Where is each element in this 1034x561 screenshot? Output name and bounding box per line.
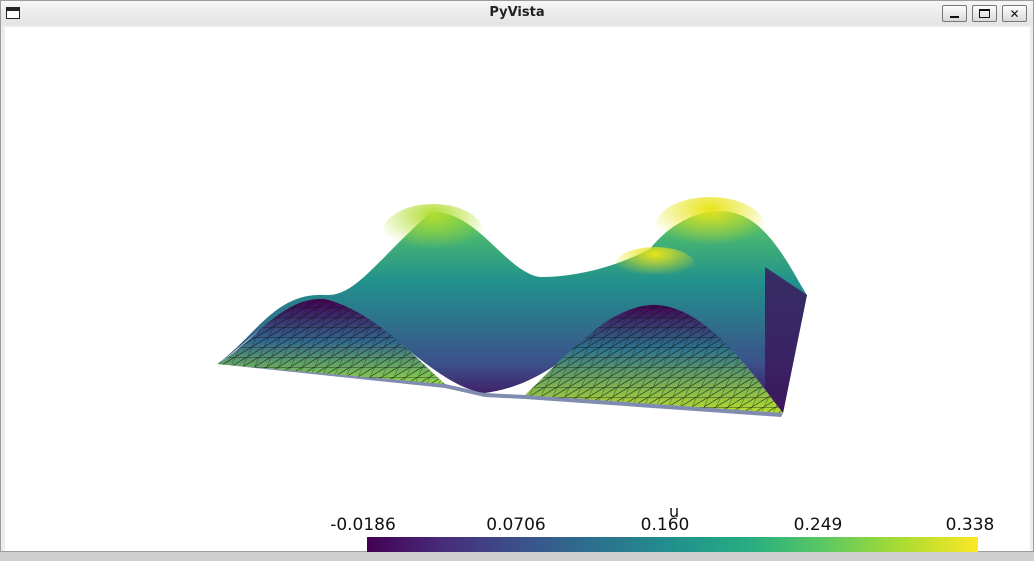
colorbar-label-0: -0.0186	[330, 515, 396, 535]
surface-right-edge	[765, 267, 807, 413]
colorbar	[367, 537, 978, 552]
surface-front-edge	[217, 364, 783, 417]
background-strip	[0, 552, 1034, 561]
peak-left-highlight	[383, 204, 483, 260]
peak-mid-highlight	[615, 247, 695, 283]
mesh-left-wireframe	[217, 298, 445, 384]
maximize-button[interactable]	[972, 5, 997, 22]
close-icon: ✕	[1009, 6, 1020, 21]
colorbar-label-1: 0.0706	[486, 515, 546, 535]
close-button[interactable]: ✕	[1002, 5, 1027, 22]
colorbar-label-2: 0.160	[640, 515, 690, 535]
title-bar[interactable]: PyVista ✕	[1, 1, 1033, 25]
colorbar-title: u	[669, 502, 680, 521]
minimize-button[interactable]	[942, 5, 967, 22]
colorbar-label-4: 0.338	[945, 515, 995, 535]
minimize-icon	[950, 15, 959, 18]
window-icon[interactable]	[6, 7, 20, 19]
maximize-icon	[979, 9, 990, 18]
window-title: PyVista	[489, 5, 545, 20]
peak-right-highlight	[655, 197, 765, 257]
surface-plot	[217, 197, 807, 417]
render-viewport[interactable]: u -0.0186 0.0706 0.160 0.249 0.338	[5, 27, 1030, 552]
mesh-right-wireframe	[525, 304, 783, 413]
colorbar-label-3: 0.249	[793, 515, 843, 535]
